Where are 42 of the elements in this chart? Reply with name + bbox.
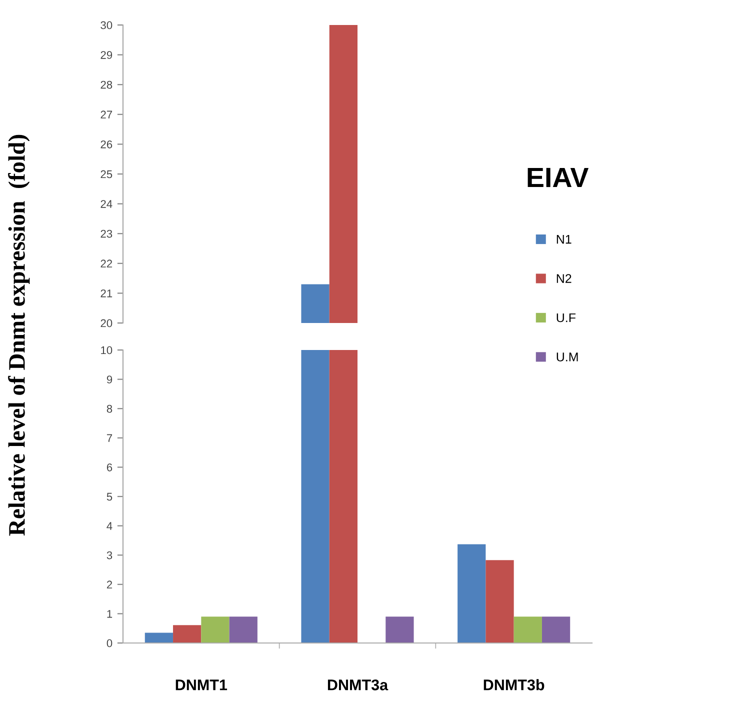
x-tick-label: DNMT1 — [176, 680, 228, 690]
y-tick-label: 27 — [100, 110, 112, 118]
y-tick-label: 28 — [100, 80, 112, 89]
y-tick-label: 5 — [106, 492, 112, 501]
bar — [173, 625, 202, 643]
y-tick-label: 21 — [100, 289, 112, 298]
legend-label: N2 — [556, 274, 572, 283]
y-tick-label: 26 — [100, 140, 112, 148]
bar — [386, 616, 414, 643]
y-axis-title: Relative level of Dnmt expression (fold) — [8, 134, 30, 536]
bar — [229, 616, 258, 643]
y-tick-label: 29 — [100, 51, 112, 59]
y-tick-label: 4 — [106, 522, 112, 530]
legend-title: EIAV — [528, 168, 589, 188]
y-tick-label: 8 — [106, 404, 112, 413]
y-tick-label: 22 — [100, 260, 112, 268]
bar — [329, 350, 358, 643]
y-tick-label: 24 — [100, 200, 112, 208]
y-tick-label: 1 — [107, 610, 112, 618]
x-tick-label: DNMT3a — [328, 680, 388, 690]
y-tick-label: 20 — [100, 319, 112, 328]
bar — [514, 616, 542, 643]
bar — [542, 616, 570, 643]
bar — [458, 544, 486, 643]
legend-label: U.M — [556, 352, 578, 362]
y-tick-label: 3 — [106, 551, 112, 560]
y-tick-label: 2 — [106, 580, 112, 588]
y-tick-label: 25 — [100, 170, 112, 178]
y-tick-label: 7 — [106, 434, 112, 442]
y-tick-label: 30 — [100, 21, 112, 30]
bar — [144, 632, 174, 643]
bar — [301, 350, 330, 643]
bar — [486, 560, 514, 643]
bar — [201, 616, 230, 643]
y-tick-label: 0 — [106, 639, 112, 648]
x-tick-label: DNMT3b — [484, 679, 544, 690]
y-tick-label: 10 — [101, 346, 112, 354]
y-tick-label: 6 — [106, 463, 112, 472]
legend-label: N1 — [556, 235, 572, 244]
y-tick-label: 9 — [106, 376, 112, 384]
legend-label: U.F — [556, 313, 576, 322]
y-tick-label: 23 — [100, 230, 112, 238]
